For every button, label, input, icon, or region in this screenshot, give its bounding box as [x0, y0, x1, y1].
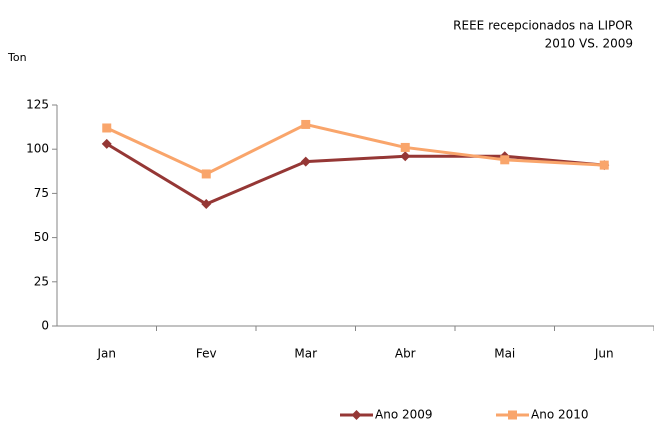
y-tick-label: 50: [34, 230, 49, 244]
y-tick-label: 25: [34, 274, 49, 288]
x-tick-label: Jan: [97, 347, 117, 361]
x-tick-label: Jun: [594, 347, 614, 361]
x-tick-label: Mai: [494, 347, 515, 361]
y-tick-label: 0: [41, 319, 49, 333]
data-point: [599, 160, 609, 170]
legend-marker: [508, 410, 517, 420]
data-point: [301, 119, 311, 129]
data-point: [300, 156, 311, 167]
series-line: [106, 122, 605, 176]
x-tick-label: Fev: [196, 347, 217, 361]
x-tick-label: Mar: [294, 347, 317, 361]
data-point: [201, 199, 212, 210]
legend-marker: [351, 410, 362, 420]
chart-title: REEE recepcionados na LIPOR: [453, 19, 633, 33]
x-tick-label: Abr: [395, 347, 416, 361]
data-point: [102, 123, 112, 133]
y-tick-label: 100: [26, 142, 49, 156]
y-tick-label: 125: [26, 98, 49, 112]
series-line: [105, 142, 605, 206]
y-tick-label: 75: [34, 186, 49, 200]
data-point: [400, 151, 411, 162]
legend-label: Ano 2010: [531, 408, 589, 422]
legend-label: Ano 2009: [375, 408, 433, 422]
data-point: [201, 169, 211, 179]
data-point: [500, 155, 510, 165]
data-point: [101, 138, 112, 149]
y-axis-label: Ton: [7, 51, 27, 64]
data-point: [400, 142, 410, 152]
chart-subtitle: 2010 VS. 2009: [545, 37, 633, 51]
